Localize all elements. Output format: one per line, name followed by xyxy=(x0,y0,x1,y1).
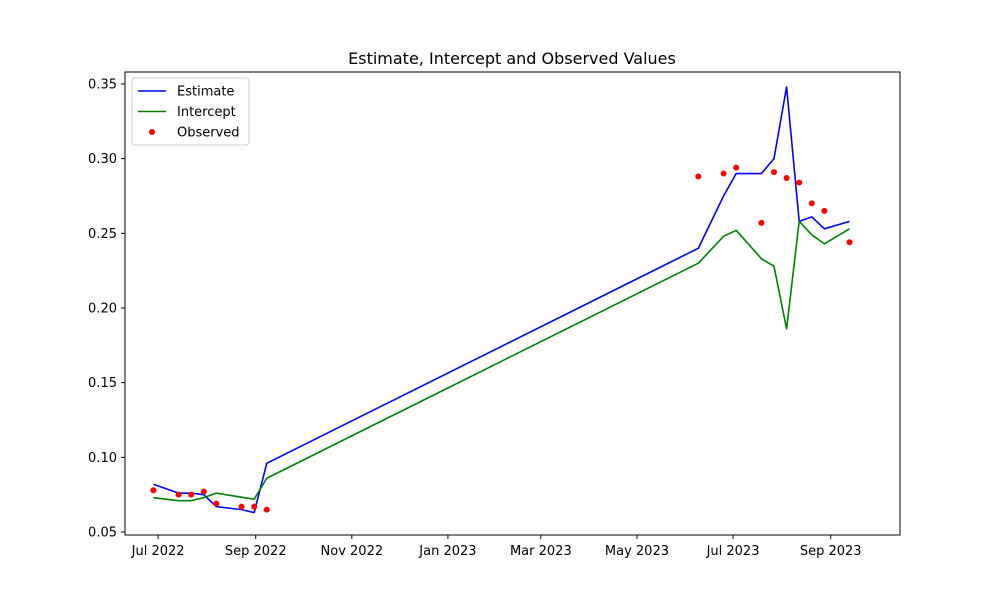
observed-point xyxy=(796,179,803,186)
y-tick-label: 0.30 xyxy=(88,152,117,167)
observed-point xyxy=(251,503,258,510)
observed-point xyxy=(808,200,815,207)
y-tick-label: 0.35 xyxy=(88,77,117,92)
plot-frame xyxy=(124,71,901,536)
y-tick-label: 0.05 xyxy=(88,526,117,541)
x-tick-label: Mar 2023 xyxy=(510,544,572,559)
legend-box xyxy=(131,77,250,146)
legend-label-observed: Observed xyxy=(177,126,240,141)
observed-point xyxy=(200,488,207,495)
observed-point xyxy=(770,169,777,176)
observed-point xyxy=(821,207,828,214)
y-tick-label: 0.15 xyxy=(88,376,117,391)
observed-point xyxy=(213,500,220,507)
x-tick-label: Nov 2022 xyxy=(321,544,384,559)
series-layer xyxy=(150,86,853,514)
chart-title: Estimate, Intercept and Observed Values xyxy=(348,49,676,68)
x-tick-label: Jul 2022 xyxy=(131,544,185,559)
series-line-intercept xyxy=(153,220,850,502)
x-tick-label: May 2023 xyxy=(605,544,669,559)
observed-point xyxy=(695,173,702,180)
y-tick-label: 0.25 xyxy=(88,227,117,242)
y-tick-label: 0.20 xyxy=(88,301,117,316)
observed-point xyxy=(263,506,270,513)
x-tick-label: Jul 2023 xyxy=(706,544,760,559)
observed-point xyxy=(238,503,245,510)
observed-point xyxy=(175,491,182,498)
observed-point xyxy=(720,170,727,177)
legend-label-intercept: Intercept xyxy=(177,105,236,120)
x-axis: Jul 2022 Sep 2022 Nov 2022 Jan 2023 Mar 2023… xyxy=(131,535,862,559)
legend-label-estimate: Estimate xyxy=(177,85,234,100)
legend: Estimate Intercept Observed xyxy=(131,77,250,146)
x-tick-label: Jan 2023 xyxy=(418,544,476,559)
x-tick-label: Sep 2023 xyxy=(800,544,862,559)
x-tick-label: Sep 2022 xyxy=(225,544,287,559)
plot-area xyxy=(124,71,901,536)
series-line-estimate xyxy=(153,86,850,514)
observed-point xyxy=(783,175,790,182)
observed-point xyxy=(188,491,195,498)
observed-point xyxy=(846,239,853,246)
observed-point xyxy=(733,164,740,171)
legend-swatch-observed xyxy=(149,129,155,135)
y-tick-label: 0.10 xyxy=(88,451,117,466)
observed-point xyxy=(758,219,765,226)
y-axis: 0.05 0.10 0.15 0.20 0.25 0.30 0.35 xyxy=(88,77,125,541)
observed-point xyxy=(150,487,157,494)
